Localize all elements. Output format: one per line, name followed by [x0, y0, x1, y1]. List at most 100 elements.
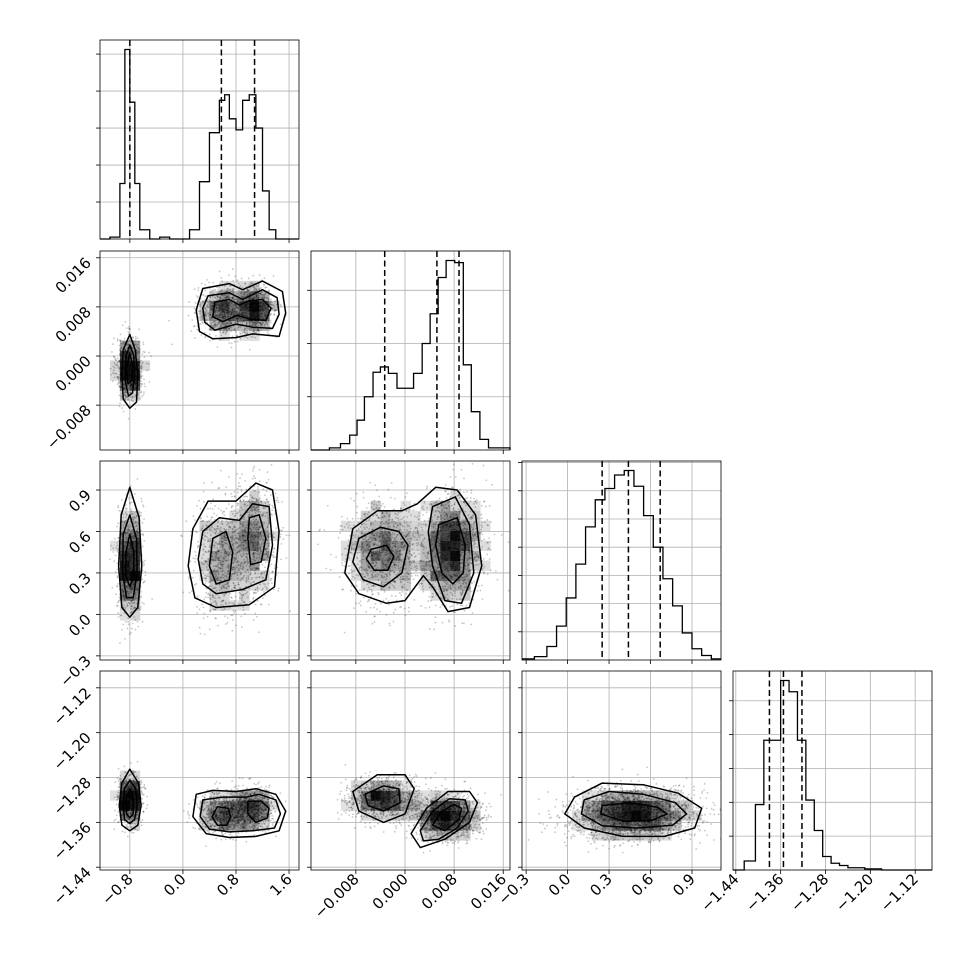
sample-point — [130, 587, 133, 590]
sample-point — [130, 384, 133, 387]
sample-point — [217, 313, 219, 316]
sample-point — [242, 308, 244, 311]
sample-point — [192, 569, 195, 572]
sample-point — [252, 551, 255, 554]
sample-point — [256, 546, 259, 549]
sample-point — [238, 312, 241, 315]
sample-point — [198, 310, 201, 313]
sample-point — [118, 381, 120, 383]
sample-point — [242, 593, 245, 596]
sample-point — [221, 560, 224, 563]
sample-point — [118, 344, 121, 347]
sample-point — [118, 366, 121, 369]
sample-point — [210, 516, 213, 519]
sample-point — [253, 288, 256, 291]
sample-point — [205, 304, 208, 307]
sample-point — [124, 353, 126, 355]
sample-point — [125, 391, 127, 393]
sample-point — [265, 299, 268, 302]
sample-point — [215, 315, 217, 317]
sample-point — [208, 585, 211, 588]
sample-point — [137, 537, 140, 539]
sample-point — [265, 490, 268, 493]
sample-point — [137, 346, 139, 349]
sample-point — [261, 311, 263, 314]
sample-point — [129, 545, 132, 548]
sample-point — [130, 530, 133, 533]
sample-point — [232, 603, 235, 606]
sample-point — [215, 303, 218, 306]
sample-point — [197, 286, 200, 289]
sample-point — [129, 372, 132, 375]
sample-point — [220, 313, 222, 315]
sample-point — [258, 314, 260, 316]
sample-point — [229, 550, 232, 553]
sample-point — [240, 541, 243, 544]
sample-point — [201, 321, 204, 323]
sample-point — [136, 531, 139, 534]
sample-point — [124, 541, 127, 544]
sample-point — [258, 631, 260, 634]
sample-point — [211, 526, 214, 529]
sample-point — [229, 289, 232, 292]
sample-point — [267, 544, 270, 547]
sample-point — [216, 302, 219, 305]
sample-point — [130, 574, 132, 577]
sample-point — [131, 529, 134, 531]
sample-point — [262, 302, 265, 305]
sample-point — [258, 317, 260, 320]
sample-point — [123, 387, 126, 390]
sample-point — [126, 603, 129, 606]
sample-point — [251, 313, 254, 316]
sample-point — [275, 527, 278, 530]
sample-point — [255, 296, 258, 298]
sample-point — [249, 582, 252, 585]
sample-point — [123, 392, 126, 394]
sample-point — [128, 368, 130, 371]
sample-point — [209, 572, 212, 575]
sample-point — [130, 599, 133, 602]
sample-point — [254, 306, 256, 309]
sample-point — [260, 323, 263, 326]
sample-point — [235, 280, 238, 283]
sample-point — [130, 353, 133, 355]
sample-point — [239, 326, 242, 329]
sample-point — [219, 304, 221, 307]
sample-point — [264, 558, 266, 561]
sample-point — [193, 288, 196, 291]
sample-point — [234, 304, 237, 306]
sample-point — [244, 291, 247, 294]
sample-point — [242, 516, 245, 519]
sample-point — [235, 528, 238, 531]
sample-point — [250, 313, 253, 315]
sample-point — [212, 324, 215, 327]
sample-point — [273, 313, 276, 316]
sample-point — [210, 502, 212, 505]
sample-point — [126, 532, 129, 535]
sample-point — [252, 525, 254, 528]
sample-point — [136, 352, 138, 355]
sample-point — [129, 501, 131, 504]
sample-point — [116, 383, 119, 386]
sample-point — [261, 293, 264, 296]
sample-point — [117, 376, 119, 379]
sample-point — [249, 527, 252, 529]
sample-point — [123, 364, 125, 367]
sample-point — [123, 359, 125, 362]
sample-point — [124, 391, 126, 393]
sample-point — [127, 343, 129, 346]
sample-point — [244, 529, 247, 532]
sample-point — [275, 336, 277, 339]
sample-point — [273, 305, 276, 308]
sample-point — [121, 590, 124, 593]
sample-point — [215, 557, 217, 560]
sample-point — [227, 559, 229, 562]
sample-point — [117, 537, 120, 539]
sample-point — [227, 503, 230, 505]
sample-point — [252, 518, 255, 521]
sample-point — [248, 296, 251, 299]
sample-point — [252, 553, 255, 556]
sample-point — [217, 572, 220, 575]
sample-point — [225, 537, 228, 539]
sample-point — [127, 530, 130, 533]
